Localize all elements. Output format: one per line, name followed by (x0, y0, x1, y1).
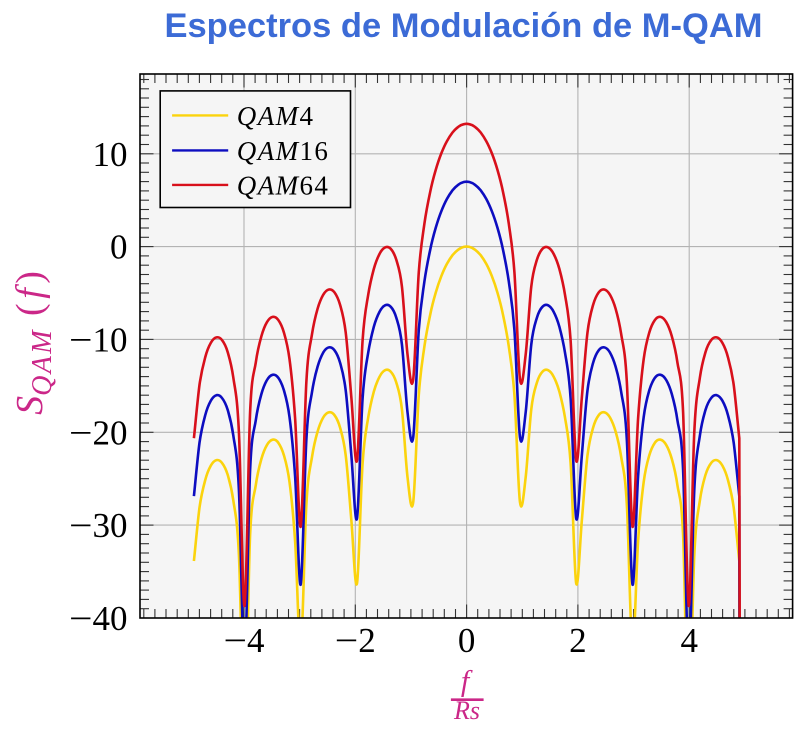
svg-text:2: 2 (569, 621, 587, 660)
svg-text:−4: −4 (224, 621, 265, 660)
svg-text:−40: −40 (69, 599, 128, 638)
svg-text:QAM16: QAM16 (237, 136, 329, 166)
svg-text:Rs: Rs (453, 696, 480, 725)
svg-text:−10: −10 (69, 320, 128, 359)
svg-text:−2: −2 (335, 621, 376, 660)
svg-text:0: 0 (458, 621, 476, 660)
svg-text:−30: −30 (69, 506, 128, 545)
svg-text:−20: −20 (69, 413, 128, 452)
svg-text:Espectros de Modulación de M-Q: Espectros de Modulación de M-QAM (164, 7, 762, 45)
svg-text:0: 0 (110, 228, 128, 267)
svg-text:QAM64: QAM64 (237, 170, 329, 200)
svg-text:QAM4: QAM4 (237, 101, 315, 131)
svg-text:4: 4 (680, 621, 698, 660)
svg-text:10: 10 (93, 135, 128, 174)
svg-text:SQAM (f): SQAM (f) (9, 271, 58, 415)
